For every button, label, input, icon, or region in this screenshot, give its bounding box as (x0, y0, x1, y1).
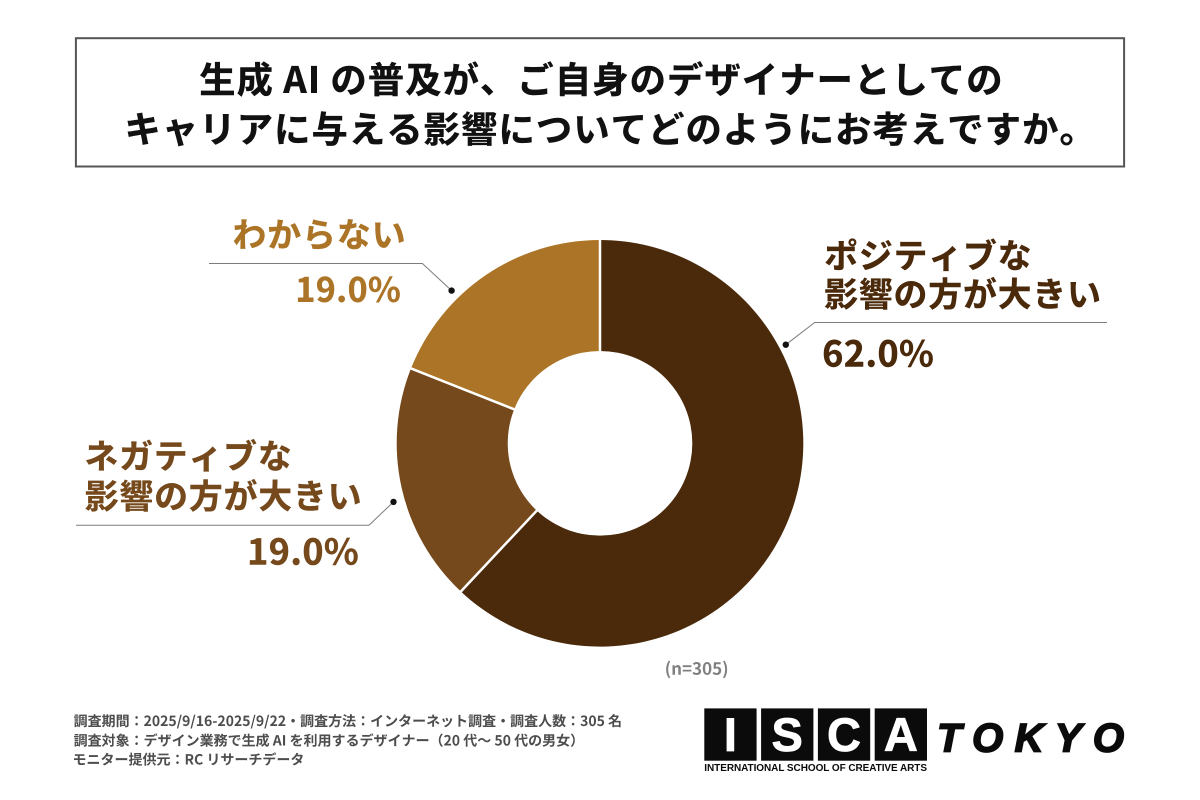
svg-text:INTERNATIONAL SCHOOL OF CREATI: INTERNATIONAL SCHOOL OF CREATIVE ARTS (704, 763, 927, 774)
svg-text:S: S (772, 708, 803, 761)
svg-text:C: C (827, 708, 861, 761)
svg-text:I: I (724, 708, 737, 761)
svg-text:A: A (884, 708, 918, 761)
